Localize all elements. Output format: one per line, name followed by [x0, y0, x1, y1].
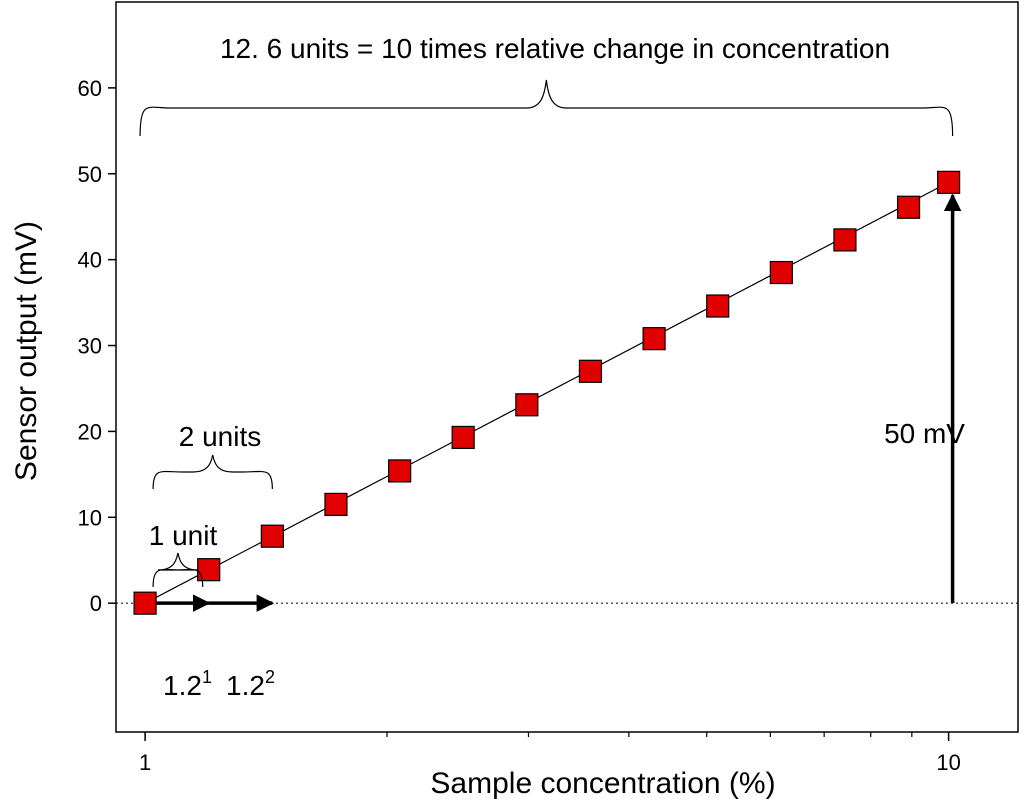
data-point: [260, 524, 284, 548]
arrow-step-2-label-base: 1.2: [226, 670, 265, 701]
y-tick-label: 30: [78, 334, 102, 359]
arrow-step-1-label-base: 1.2: [163, 670, 202, 701]
y-tick-label: 60: [78, 76, 102, 101]
data-point: [642, 327, 666, 351]
y-tick-label: 10: [78, 505, 102, 530]
data-point: [388, 459, 412, 483]
data-point: [896, 195, 921, 219]
y-axis-title: Sensor output (mV): [10, 221, 43, 481]
x-tick-label: 10: [936, 750, 960, 775]
data-point: [833, 228, 857, 252]
vertical-arrow-label: 50 mV: [884, 418, 965, 449]
one-unit-label: 1 unit: [149, 520, 218, 551]
top-brace-label: 12. 6 units = 10 times relative change i…: [220, 33, 890, 64]
plot-frame: [115, 1, 1019, 733]
data-point: [324, 492, 348, 517]
top-brace: [139, 79, 954, 137]
y-tick-label: 0: [90, 591, 102, 616]
data-point: [451, 425, 475, 450]
data-point: [133, 591, 157, 615]
arrow-step-1-label: 1.21: [163, 667, 212, 701]
x-axis-title: Sample concentration (%): [430, 767, 775, 800]
one-unit-brace: [152, 552, 204, 588]
arrow-step-2-label: 1.22: [226, 667, 275, 701]
y-tick-label: 20: [78, 419, 102, 444]
data-point: [197, 558, 221, 582]
data-point: [706, 294, 730, 318]
two-units-brace: [152, 454, 273, 490]
data-point: [515, 393, 539, 417]
x-tick-label: 1: [139, 750, 151, 775]
y-tick-label: 50: [78, 162, 102, 187]
y-tick-label: 40: [78, 248, 102, 273]
data-point: [937, 170, 961, 194]
data-point: [578, 359, 603, 383]
arrow-step-1-label-sup: 1: [202, 667, 212, 687]
two-units-label: 2 units: [179, 421, 262, 452]
data-point: [769, 260, 793, 285]
arrow-step-2-label-sup: 2: [265, 667, 275, 687]
